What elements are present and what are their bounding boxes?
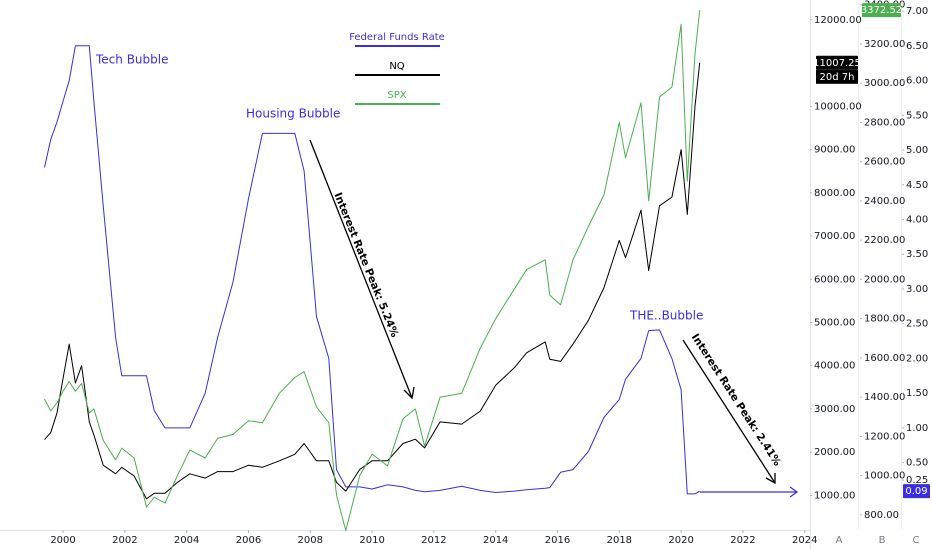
arrow	[682, 339, 776, 485]
price-tag-label: 11007.25	[813, 58, 861, 69]
legend-label: NQ	[389, 61, 404, 72]
axes: 2000 2002 2004 2006 2008 2010 2012 2014 2016 2018…	[50, 0, 930, 546]
y-tick-label: 5000.00	[814, 317, 855, 328]
price-tag-label: 0.09	[905, 486, 927, 497]
legend-label: SPX	[387, 90, 406, 101]
x-tick-label: 2014	[483, 535, 508, 546]
x-tick-label: 2002	[112, 535, 137, 546]
y-tick-label: 2000.00	[864, 274, 905, 285]
x-tick-label: 2000	[50, 535, 75, 546]
y-tick-label: 3200.00	[864, 39, 905, 50]
plot	[44, 10, 701, 532]
y-tick-label: 8000.00	[814, 188, 855, 199]
y-tick-label: 2200.00	[864, 235, 905, 246]
y-tick-label: 6.50	[906, 41, 928, 52]
y-tick-label: 3.00	[906, 284, 928, 295]
annotation: Tech Bubble	[95, 53, 168, 67]
y-tick-label: 1000.00	[864, 471, 905, 482]
x-tick-label: 2018	[607, 535, 632, 546]
x-tick-label: 2016	[545, 535, 570, 546]
series-line	[44, 62, 701, 500]
axis-button[interactable]: C	[913, 535, 920, 546]
y-tick-label: 2000.00	[814, 447, 855, 458]
y-tick-label: 3000.00	[864, 78, 905, 89]
y-tick-label: 2400.00	[864, 196, 905, 207]
annotation: Housing Bubble	[246, 107, 340, 121]
legend: Federal Funds Rate NQ SPX	[349, 32, 445, 105]
axis-button[interactable]: A	[836, 535, 843, 546]
y-tick-label: 3000.00	[814, 404, 855, 415]
y-tick-label: 3.50	[906, 249, 928, 260]
y-tick-label: 4.50	[906, 180, 928, 191]
y-tick-label: 0.50	[906, 458, 928, 469]
y-tick-label: 6000.00	[814, 274, 855, 285]
x-tick-label: 2010	[359, 535, 384, 546]
series-line	[44, 10, 701, 532]
y-tick-label: 0.25	[906, 475, 928, 486]
x-tick-label: 2004	[174, 535, 199, 546]
y-tick-label: 1400.00	[864, 392, 905, 403]
y-tick-label: 7.00	[906, 6, 928, 17]
annotation: THE..Bubble	[629, 309, 703, 323]
x-tick-label: 2022	[730, 535, 755, 546]
y-tick-label: 12000.00	[814, 15, 862, 26]
y-tick-label: 1600.00	[864, 353, 905, 364]
y-tick-label: 2.00	[906, 353, 928, 364]
countdown-label: 20d 7h	[820, 72, 855, 83]
series-line	[44, 45, 700, 495]
y-tick-label: 1.50	[906, 388, 928, 399]
countdown-tag	[816, 69, 858, 84]
y-tick-label: 4.00	[906, 215, 928, 226]
y-tick-label: 5.50	[906, 110, 928, 121]
y-tick-label: 5.00	[906, 145, 928, 156]
y-tick-label: 1200.00	[864, 431, 905, 442]
x-tick-label: 2024	[792, 535, 817, 546]
arrow	[309, 139, 415, 400]
arrow	[700, 486, 799, 498]
y-tick-label: 800.00	[864, 510, 899, 521]
y-tick-label: 7000.00	[814, 231, 855, 242]
x-tick-label: 2020	[668, 535, 693, 546]
y-tick-label: 2600.00	[864, 157, 905, 168]
y-tick-label: 4000.00	[814, 361, 855, 372]
price-tag	[816, 55, 858, 70]
price-tag	[862, 3, 901, 18]
y-tick-label: 6.00	[906, 76, 928, 87]
x-tick-label: 2012	[421, 535, 446, 546]
y-tick-label: 2.50	[906, 319, 928, 330]
y-tick-label: 9000.00	[814, 145, 855, 156]
price-tag-label: 3372.52	[861, 5, 902, 16]
x-tick-label: 2008	[298, 535, 323, 546]
y-tick-label: 10000.00	[814, 101, 862, 112]
y-tick-label: 2800.00	[864, 117, 905, 128]
y-tick-label: 1.00	[906, 423, 928, 434]
y-tick-label: 1000.00	[814, 490, 855, 501]
legend-label: Federal Funds Rate	[349, 32, 445, 43]
price-tag	[903, 484, 930, 499]
x-tick-label: 2006	[236, 535, 261, 546]
axis-button[interactable]: B	[879, 535, 886, 546]
y-tick-label: 1800.00	[864, 314, 905, 325]
